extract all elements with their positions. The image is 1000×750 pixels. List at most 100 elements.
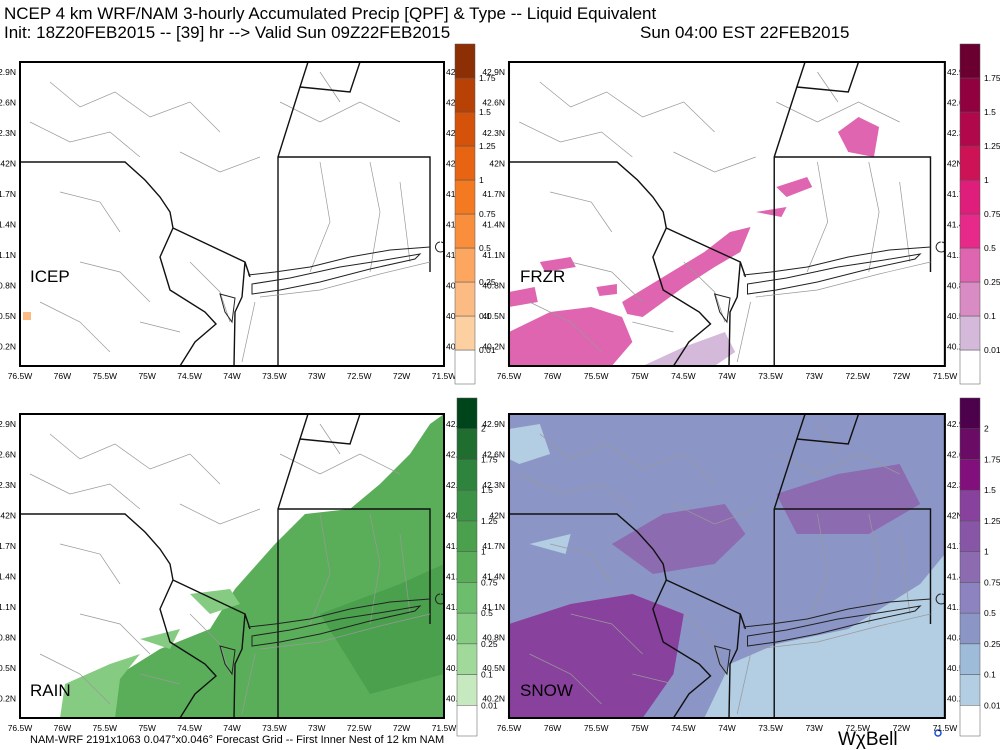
colorbar-band xyxy=(959,111,981,147)
lon-label: 74W xyxy=(223,723,240,733)
colorbar-label: 0.75 xyxy=(984,577,1000,587)
lat-label: 40.5N xyxy=(0,311,16,321)
lon-label: 72W xyxy=(893,723,910,733)
lat-label: 42.9N xyxy=(0,419,16,429)
panel-frzr xyxy=(507,61,946,367)
colorbar-band xyxy=(456,397,478,429)
lon-label: 75.5W xyxy=(584,723,609,733)
lon-label: 72.5W xyxy=(347,371,372,381)
colorbar-band xyxy=(959,612,981,645)
colorbar-label: 1.25 xyxy=(984,516,1000,526)
colorbar-label: 0.5 xyxy=(479,243,491,253)
footer: NAM-WRF 2191x1063 0.047°x0.046° Forecast… xyxy=(30,734,444,746)
panel-label: FRZR xyxy=(520,267,565,286)
lat-label: 42.6N xyxy=(482,98,505,108)
colorbar-label: 0.75 xyxy=(984,209,1000,219)
lat-label: 40.2N xyxy=(482,694,505,704)
lon-label: 76W xyxy=(54,371,71,381)
lat-label: 42N xyxy=(446,511,462,521)
colorbar-label: 0.5 xyxy=(481,608,493,618)
colorbar-label: 0.5 xyxy=(984,608,996,618)
colorbar-label: 1.75 xyxy=(984,454,1000,464)
colorbar-band xyxy=(959,315,981,351)
lat-label: 40.5N xyxy=(482,311,505,321)
lon-label: 71.5W xyxy=(432,723,457,733)
lat-label: 42N xyxy=(489,511,505,521)
colorbar-label: 1 xyxy=(479,175,484,185)
lat-label: 41.4N xyxy=(482,220,505,230)
lat-label: 42N xyxy=(489,159,505,169)
colorbar-band xyxy=(454,111,476,147)
colorbar-label: 0.1 xyxy=(984,670,996,680)
lon-label: 72.5W xyxy=(846,371,871,381)
lat-label: 42.9N xyxy=(482,419,505,429)
colorbar-band xyxy=(959,43,981,79)
lon-label: 72W xyxy=(893,371,910,381)
colorbar-label: 0.5 xyxy=(984,243,996,253)
lat-label: 40.2N xyxy=(947,342,970,352)
colorbar-band xyxy=(959,674,981,706)
colorbar-label: 0.25 xyxy=(984,639,1000,649)
panel-label: RAIN xyxy=(30,681,71,700)
colorbar-band xyxy=(456,705,478,737)
lat-label: 42.3N xyxy=(947,128,970,138)
colorbar-band xyxy=(959,705,981,737)
colorbar-label: 0.01 xyxy=(481,700,498,710)
colorbar-band xyxy=(456,489,478,522)
panel-rain xyxy=(19,413,445,719)
colorbar-band xyxy=(959,397,981,429)
lon-label: 71.5W xyxy=(933,723,958,733)
logo-dot xyxy=(934,729,942,737)
colorbar-band xyxy=(454,43,476,79)
lon-label: 74.5W xyxy=(671,371,696,381)
lat-label: 41.1N xyxy=(947,602,970,612)
lat-label: 40.8N xyxy=(0,281,16,291)
colorbar-band xyxy=(454,247,476,283)
lat-label: 41.7N xyxy=(482,541,505,551)
colorbar-label: 1.5 xyxy=(481,485,493,495)
colorbar-band xyxy=(454,213,476,249)
lon-label: 73.5W xyxy=(262,371,287,381)
colorbar-label: 1.5 xyxy=(479,107,491,117)
lat-label: 41.1N xyxy=(947,250,970,260)
lat-label: 42.3N xyxy=(482,128,505,138)
lon-label: 75W xyxy=(138,723,155,733)
colorbar-band xyxy=(959,349,981,385)
lon-label: 74W xyxy=(223,371,240,381)
colorbar-band xyxy=(454,179,476,215)
colorbar-label: 0.75 xyxy=(481,577,498,587)
lat-label: 40.5N xyxy=(0,663,16,673)
lon-label: 75W xyxy=(138,371,155,381)
lat-label: 42.6N xyxy=(947,450,970,460)
colorbar-band xyxy=(959,459,981,491)
colorbar-label: 1.75 xyxy=(984,73,1000,83)
lat-label: 42.6N xyxy=(0,450,16,460)
colorbar-band xyxy=(959,582,981,614)
header-line2-left: Init: 18Z20FEB2015 -- [39] hr --> Valid … xyxy=(4,23,450,42)
lat-label: 41.4N xyxy=(482,572,505,582)
colorbar-label: 1 xyxy=(984,175,989,185)
colorbar-label: 0.1 xyxy=(984,311,996,321)
lon-label: 75.5W xyxy=(93,723,118,733)
lon-label: 74.5W xyxy=(177,371,202,381)
colorbar-label: 2 xyxy=(481,424,486,434)
colorbar-label: 0.1 xyxy=(481,670,493,680)
lon-label: 72W xyxy=(393,723,410,733)
colorbar-label: 1.75 xyxy=(481,454,498,464)
lat-label: 42N xyxy=(446,159,462,169)
lon-label: 74W xyxy=(718,723,735,733)
header-line1: NCEP 4 km WRF/NAM 3-hourly Accumulated P… xyxy=(4,4,657,23)
lon-label: 72W xyxy=(393,371,410,381)
lat-label: 42.3N xyxy=(482,480,505,490)
header-line2-right: Sun 04:00 EST 22FEB2015 xyxy=(640,23,850,42)
colorbar-band xyxy=(454,349,476,385)
lon-label: 75.5W xyxy=(584,371,609,381)
colorbar-band xyxy=(959,643,981,675)
colorbar-label: 0.25 xyxy=(481,639,498,649)
lat-label: 42N xyxy=(947,159,963,169)
lat-label: 41.1N xyxy=(0,602,16,612)
lat-label: 42.9N xyxy=(0,67,16,77)
colorbar-label: 1.25 xyxy=(984,141,1000,151)
lat-label: 40.2N xyxy=(482,342,505,352)
